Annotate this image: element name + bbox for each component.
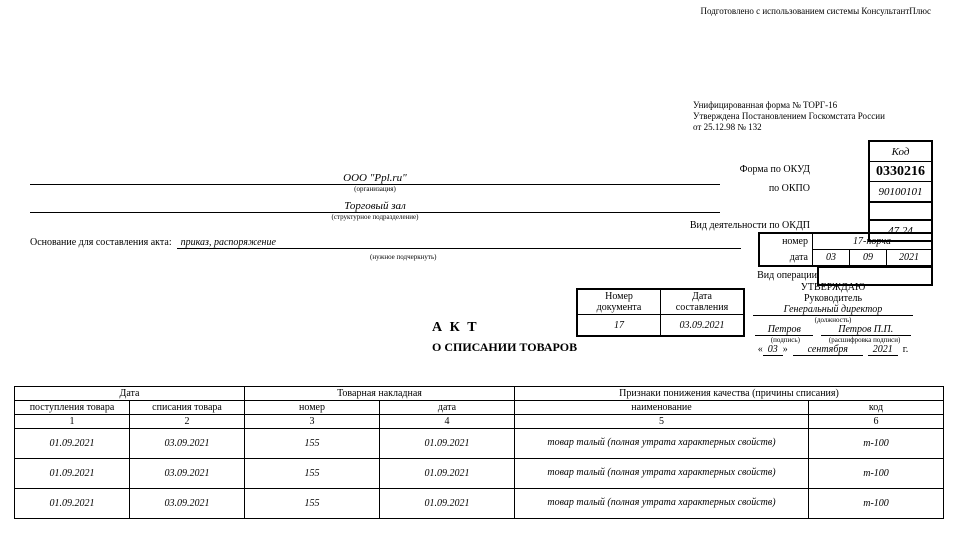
h-pr: Признаки понижения качества (причины спи… [515,387,944,401]
top-note: Подготовлено с использованием системы Ко… [700,6,931,16]
h-name: наименование [515,401,809,415]
table-cell: 01.09.2021 [380,429,515,459]
org-name: ООО "Ppl.ru" [30,172,720,185]
org-block: ООО "Ppl.ru" (организация) [30,172,720,193]
basis-block: Основание для составления акта: приказ, … [30,237,790,249]
code-box: Код 0330216 90100101 47.24 [868,140,933,242]
table-cell: 03.09.2021 [130,489,245,519]
date-d: 03 [813,250,850,267]
table-cell: 03.09.2021 [130,429,245,459]
c1: 1 [15,415,130,429]
okud-val: 0330216 [869,162,932,182]
form-info: Унифицированная форма № ТОРГ-16 Утвержде… [693,100,933,132]
form-l3: от 25.12.98 № 132 [693,122,933,133]
table-cell: 155 [245,459,380,489]
docbox-h2: Дата составления [661,289,745,315]
approve-decn: (расшифровка подписи) [820,336,910,344]
blank-row [869,202,932,220]
table-cell: 01.09.2021 [15,429,130,459]
oper-lbl: Вид операции [757,270,817,281]
form-l1: Унифицированная форма № ТОРГ-16 [693,100,933,111]
table-cell: 01.09.2021 [380,459,515,489]
table-cell: т-100 [809,489,944,519]
approve-yy: 2021 [868,344,898,356]
h-in: поступления товара [15,401,130,415]
q2: » [783,344,788,355]
approve-g: г. [903,344,908,355]
basis-lbl: Основание для составления акта: [30,237,172,248]
table-cell: 155 [245,489,380,519]
approve-dd: 03 [763,344,783,356]
h-d: дата [380,401,515,415]
docbox-d: 03.09.2021 [661,315,745,337]
h-out: списания товара [130,401,245,415]
dept-note: (структурное подразделение) [30,213,720,221]
approve-posn: (должность) [733,316,933,324]
c3: 3 [245,415,380,429]
okpo-val: 90100101 [869,182,932,203]
approve-dec: Петров П.П. [821,324,911,336]
approve-sig: Петров [755,324,813,336]
org-note: (организация) [30,185,720,193]
table-cell: 01.09.2021 [380,489,515,519]
c5: 5 [515,415,809,429]
date-y: 2021 [887,250,933,267]
dept-block: Торговый зал (структурное подразделение) [30,200,720,221]
docbox-h1: Номер документа [577,289,661,315]
doc-box: Номер документа Дата составления 17 03.0… [576,288,745,337]
table-cell: товар талый (полная утрата характерных с… [515,489,809,519]
c6: 6 [809,415,944,429]
c4: 4 [380,415,515,429]
docbox-n: 17 [577,315,661,337]
approve-r: Руководитель [733,293,933,304]
table-cell: товар талый (полная утрата характерных с… [515,459,809,489]
approve-sign: (подпись) [756,336,814,344]
table-cell: товар талый (полная утрата характерных с… [515,429,809,459]
date-m: 09 [850,250,887,267]
h-code: код [809,401,944,415]
basis-note: (нужное подчеркнуть) [370,253,436,261]
table-cell: 01.09.2021 [15,459,130,489]
form-l2: Утверждена Постановлением Госкомстата Ро… [693,111,933,122]
table-cell: т-100 [809,429,944,459]
approve-t: УТВЕРЖДАЮ [733,282,933,293]
h-tn: Товарная накладная [245,387,515,401]
approve-pos: Генеральный директор [753,304,913,316]
h-date: Дата [15,387,245,401]
akt-title: А К Т [432,320,479,336]
approve-mm: сентября [793,344,863,356]
code-hdr: Код [869,141,932,162]
dept-name: Торговый зал [30,200,720,213]
num-val: 17-порча [813,233,933,250]
akt-subtitle: О СПИСАНИИ ТОВАРОВ [432,340,577,355]
table-cell: т-100 [809,459,944,489]
basis-val: приказ, распоряжение [177,237,741,249]
approve-block: УТВЕРЖДАЮ Руководитель Генеральный дирек… [733,282,933,356]
table-cell: 01.09.2021 [15,489,130,519]
date-lbl: дата [759,250,813,267]
table-cell: 03.09.2021 [130,459,245,489]
main-table: Дата Товарная накладная Признаки понижен… [14,386,944,519]
table-cell: 155 [245,429,380,459]
c2: 2 [130,415,245,429]
h-num: номер [245,401,380,415]
